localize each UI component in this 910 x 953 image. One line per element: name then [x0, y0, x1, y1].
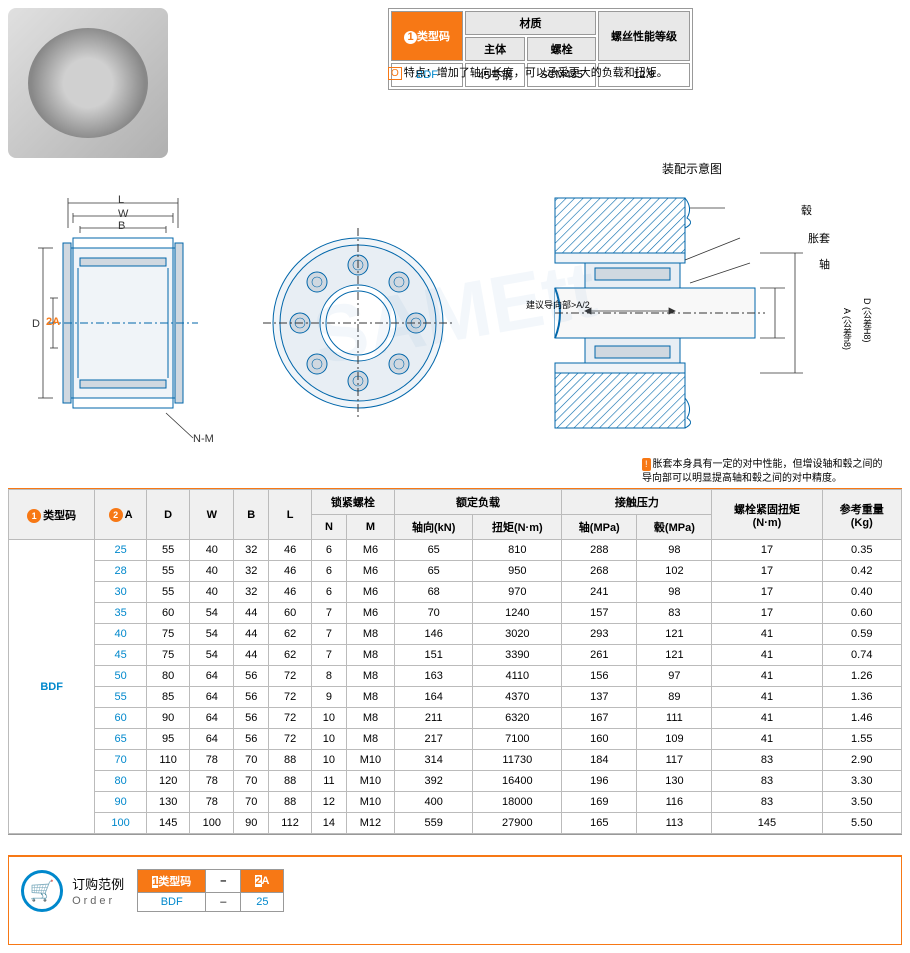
th-bolt: 锁紧螺栓 [311, 490, 394, 515]
table-row: 659564567210M82177100160109411.55 [9, 729, 902, 750]
table-row: 1001451009011214M12559279001651131455.50 [9, 813, 902, 834]
mat-body-hdr: 主体 [465, 37, 525, 61]
table-row: 40755444627M81463020293121410.59 [9, 624, 902, 645]
table-row: 55856456729M8164437013789411.36 [9, 687, 902, 708]
table-row: 30554032466M66897024198170.40 [9, 582, 902, 603]
th-W: W [190, 490, 234, 540]
diagram-area: SAMEtt [8, 168, 902, 458]
front-view-diagram [258, 168, 458, 458]
th-A: 2A [95, 490, 146, 540]
table-row: 35605444607M670124015783170.60 [9, 603, 902, 624]
th-type: 1类型码 [9, 490, 95, 540]
assembly-note: !胀套本身具有一定的对中性能，但增设轴和毂之间的导向部可以明显提高轴和毂之间的对… [642, 458, 892, 486]
th-L: L [269, 490, 312, 540]
assembly-title: 装配示意图 [662, 160, 722, 177]
mat-material-hdr: 材质 [465, 11, 596, 35]
table-row: 8012078708811M1039216400196130833.30 [9, 771, 902, 792]
table-row: 45755444627M81513390261121410.74 [9, 645, 902, 666]
table-row: 7011078708810M1031411730184117832.90 [9, 750, 902, 771]
order-table: 1类型码 – 2A BDF – 25 [137, 869, 284, 912]
type-code-cell: BDF [9, 540, 95, 834]
th-pressure: 接触压力 [562, 490, 712, 515]
assembly-diagram: 装配示意图 毂 胀套 轴 建议导向部>A/2 A (公差h8) D (公差H8) [478, 168, 892, 458]
th-load: 额定负载 [394, 490, 561, 515]
mat-type-hdr: 1类型码 [391, 11, 463, 61]
th-tighten: 螺栓紧固扭矩(N·m) [712, 490, 822, 540]
table-row: 50806456728M8163411015697411.26 [9, 666, 902, 687]
mat-grade-hdr: 螺丝性能等级 [598, 11, 690, 61]
order-text: 订购范例 Order [72, 874, 124, 907]
table-row: 9013078708812M1040018000169116833.50 [9, 792, 902, 813]
spec-table: 1类型码 2A D W B L 锁紧螺栓 额定负载 接触压力 螺栓紧固扭矩(N·… [8, 489, 902, 834]
product-photo [8, 8, 168, 158]
table-row: 609064567210M82116320167111411.46 [9, 708, 902, 729]
th-D: D [146, 490, 190, 540]
table-row: 28554032466M665950268102170.42 [9, 561, 902, 582]
feature-note: O特点：增加了轴向长度，可以承受更大的负载和扭矩。 [388, 64, 668, 80]
side-view-diagram: L W B D 2A N-M [18, 168, 238, 458]
mat-bolt-hdr: 螺栓 [527, 37, 596, 61]
cart-icon [21, 870, 63, 912]
th-B: B [234, 490, 269, 540]
order-section: 订购范例 Order 1类型码 – 2A BDF – 25 [8, 855, 902, 945]
th-weight: 参考重量(Kg) [822, 490, 902, 540]
table-row: BDF25554032466M66581028898170.35 [9, 540, 902, 561]
